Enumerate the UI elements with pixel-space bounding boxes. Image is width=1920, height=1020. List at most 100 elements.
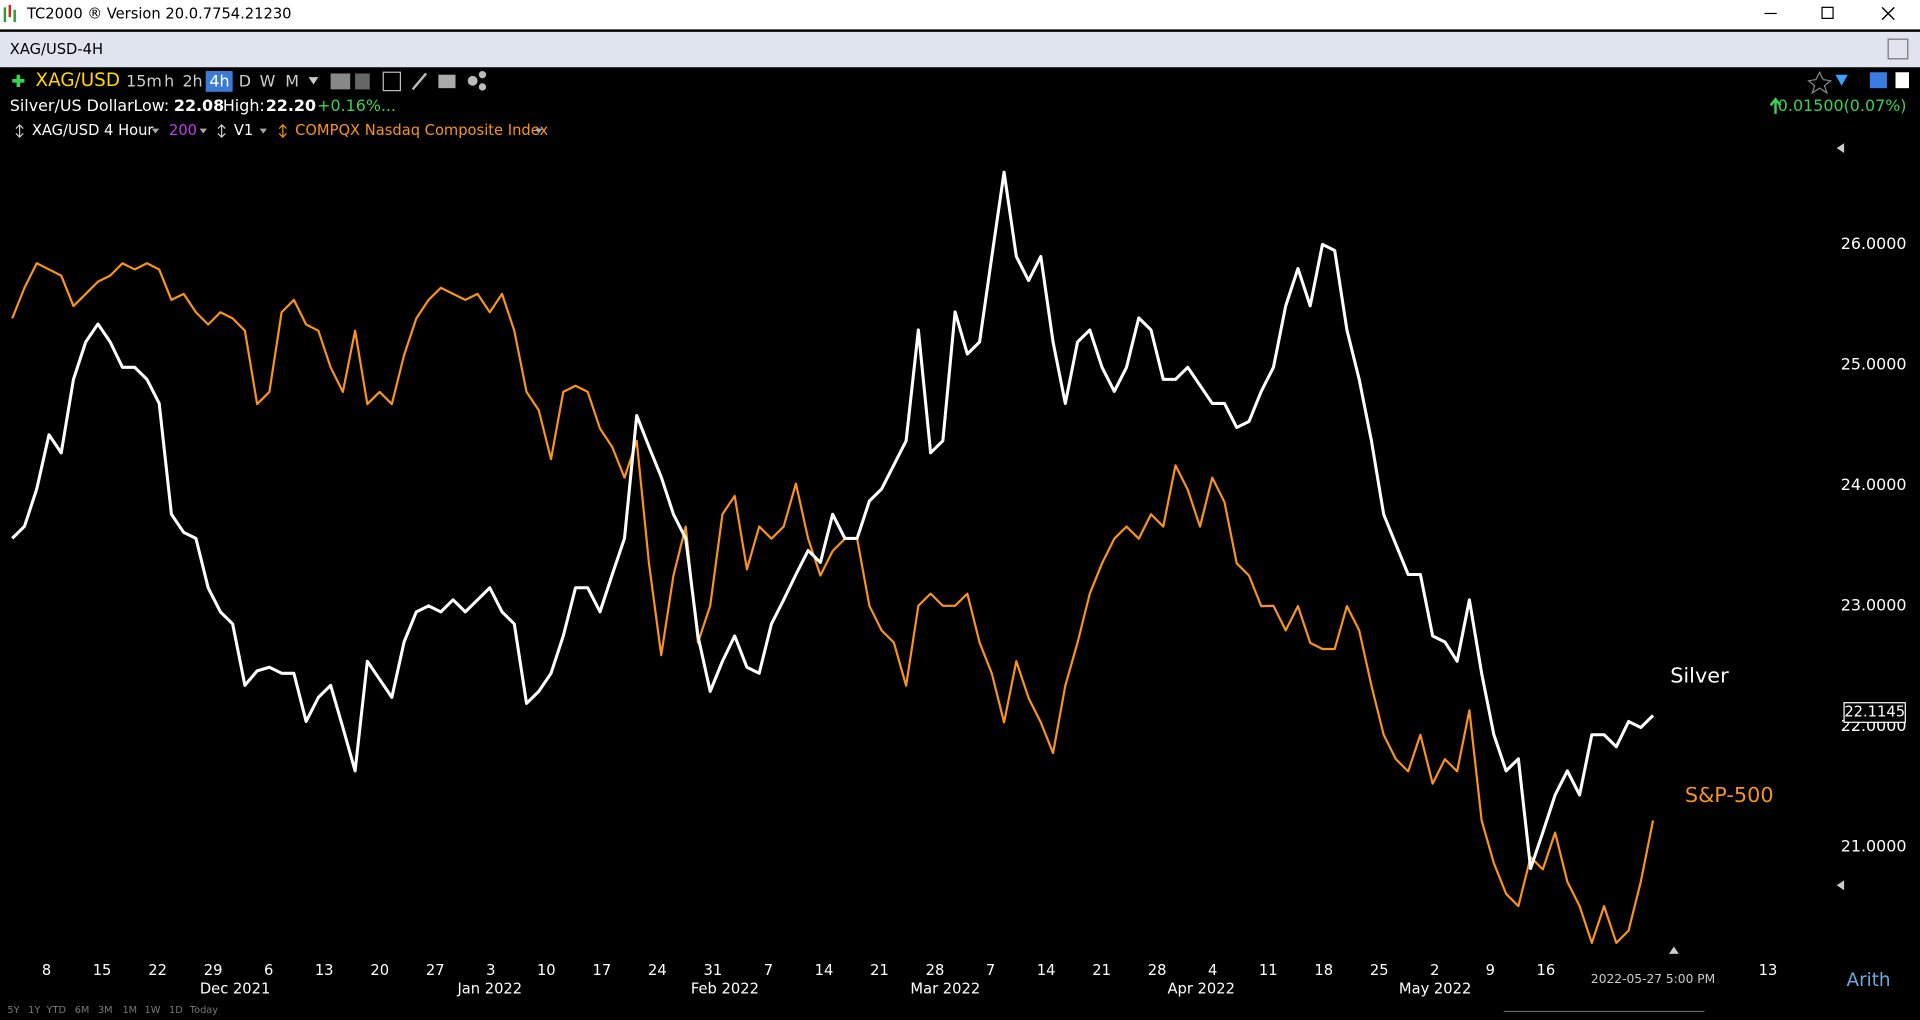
volume-label[interactable]: V1 (234, 122, 253, 139)
x-tick-label: 24 (648, 962, 667, 979)
right-icons (1807, 70, 1909, 95)
series-line (11, 170, 1655, 870)
x-tick-label: 21 (870, 962, 889, 979)
x-tick-label: 22 (148, 962, 167, 979)
tab-maximize[interactable] (1887, 38, 1909, 60)
x-tick-label: 7 (986, 962, 995, 979)
app-icon (3, 4, 16, 23)
interval-button[interactable]: W (260, 72, 276, 91)
x-month-label: Dec 2021 (200, 980, 270, 997)
overlay-label[interactable]: COMPQX Nasdaq Composite Index (295, 122, 548, 139)
security-name: Silver/US Dollar (10, 96, 134, 115)
share-icon[interactable] (1869, 72, 1887, 89)
tool-icon[interactable] (478, 83, 487, 91)
favorite-icon[interactable] (1807, 70, 1833, 95)
tool-icon[interactable] (467, 75, 478, 86)
series-annotation: S&P-500 (1685, 783, 1774, 807)
x-tick-label: 6 (264, 962, 273, 979)
range-button[interactable]: 5Y (7, 1005, 19, 1016)
restore-button[interactable] (1821, 6, 1834, 19)
tab-title[interactable]: XAG/USD-4H (10, 41, 103, 58)
x-tick-label: 15 (93, 962, 112, 979)
range-button[interactable]: YTD (46, 1005, 66, 1016)
tool-icon[interactable] (438, 74, 456, 89)
bottom-bar (0, 997, 1920, 1020)
x-tick-label: 7 (764, 962, 773, 979)
x-tick-label: 25 (1370, 962, 1389, 979)
tool-icon[interactable] (355, 73, 370, 90)
change: +0.16% (317, 96, 381, 115)
tool-icon[interactable] (478, 71, 487, 79)
title-bar (0, 0, 1920, 30)
range-button[interactable]: Today (189, 1005, 218, 1016)
toolbar (0, 67, 1920, 119)
x-tick-label: 10 (537, 962, 556, 979)
x-tick-label: 3 (486, 962, 495, 979)
low-label: Low: (133, 96, 169, 115)
y-tick-label: 24.0000 (1841, 475, 1907, 494)
x-tick-label: 8 (42, 962, 51, 979)
x-tick-label: 28 (1148, 962, 1167, 979)
x-month-label: Feb 2022 (691, 980, 759, 997)
tab-bar (0, 31, 1920, 68)
last-value-label: 22.1145 (1844, 704, 1905, 721)
x-tick-label: 18 (1314, 962, 1333, 979)
interval-button[interactable]: D (239, 72, 251, 91)
legend-row: XAG/USD 4 Hour 200 V1 COMPQX Nasdaq Comp… (15, 122, 548, 139)
interval-button[interactable]: h (164, 72, 174, 91)
net-change: 0.01500(0.07%) (1778, 96, 1907, 115)
interval-button[interactable]: 15m (126, 72, 162, 91)
x-tick-label: 13 (315, 962, 334, 979)
x-month-label: Apr 2022 (1167, 980, 1234, 997)
x-tick-label: 31 (704, 962, 723, 979)
interval-button[interactable]: 2h (182, 72, 202, 91)
interval-button[interactable]: M (285, 72, 299, 91)
x-tick-label: 13 (1759, 962, 1778, 979)
range-button[interactable]: 1M (122, 1005, 137, 1016)
range-button[interactable]: 1Y (28, 1005, 40, 1016)
range-button[interactable]: 3M (98, 1005, 113, 1016)
x-tick-label: 2 (1430, 962, 1439, 979)
x-tick-label: 20 (370, 962, 389, 979)
x-tick-label: 29 (204, 962, 223, 979)
range-button[interactable]: 1W (144, 1005, 160, 1016)
scroll-marker (1836, 880, 1845, 891)
range-buttons: 5Y 1Y YTD 6M 3M 1M 1W 1D Today (7, 1005, 218, 1016)
y-tick-label: 23.0000 (1841, 595, 1907, 614)
scroll-marker (1836, 143, 1845, 154)
tool-icon[interactable] (411, 72, 428, 91)
x-tick-label: 11 (1259, 962, 1278, 979)
x-tick-label: 14 (815, 962, 834, 979)
interval-dropdown[interactable] (308, 77, 319, 85)
close-button[interactable] (1881, 6, 1895, 21)
tool-icon[interactable] (330, 73, 351, 90)
interval-active-bg (205, 71, 233, 92)
x-tick-label: 4 (1208, 962, 1217, 979)
main-series-label[interactable]: XAG/USD 4 Hour (32, 122, 155, 139)
interval-button[interactable]: 4h (209, 72, 229, 91)
plot: 21.000022.000023.000024.000025.000026.00… (11, 170, 1907, 997)
y-tick-label: 25.0000 (1841, 354, 1907, 373)
y-tick-label: 26.0000 (1841, 234, 1907, 253)
range-button[interactable]: 1D (169, 1005, 183, 1016)
tool-icon[interactable] (382, 71, 402, 92)
x-month-label: May 2022 (1399, 980, 1471, 997)
doc-icon[interactable] (1895, 72, 1909, 89)
more[interactable]: ... (381, 96, 396, 115)
filter-icon[interactable] (1835, 74, 1848, 86)
scroll-marker (1668, 946, 1679, 954)
add-symbol-icon[interactable] (12, 74, 25, 87)
x-tick-label: 21 (1092, 962, 1111, 979)
y-tick-label: 21.0000 (1841, 836, 1907, 855)
range-button[interactable]: 6M (75, 1005, 90, 1016)
x-tick-label: 16 (1537, 962, 1556, 979)
scale-mode[interactable]: Arith (1847, 970, 1891, 991)
x-tick-label: 17 (592, 962, 611, 979)
period-label[interactable]: 200 (169, 122, 197, 139)
symbol[interactable]: XAG/USD (36, 70, 120, 91)
x-tick-label: 9 (1486, 962, 1495, 979)
chart-area (0, 118, 1920, 998)
high-label: High: (223, 96, 265, 115)
